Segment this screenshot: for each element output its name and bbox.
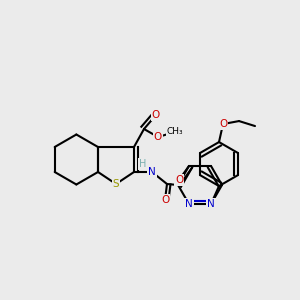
Text: O: O (152, 110, 160, 120)
Text: N: N (148, 167, 156, 177)
Text: O: O (175, 175, 183, 185)
Text: CH₃: CH₃ (167, 128, 183, 136)
Text: N: N (185, 199, 193, 209)
Text: O: O (161, 195, 169, 205)
Text: S: S (113, 179, 119, 189)
Text: H: H (139, 159, 147, 169)
Text: O: O (219, 119, 227, 129)
Text: O: O (154, 132, 162, 142)
Text: N: N (207, 199, 215, 209)
